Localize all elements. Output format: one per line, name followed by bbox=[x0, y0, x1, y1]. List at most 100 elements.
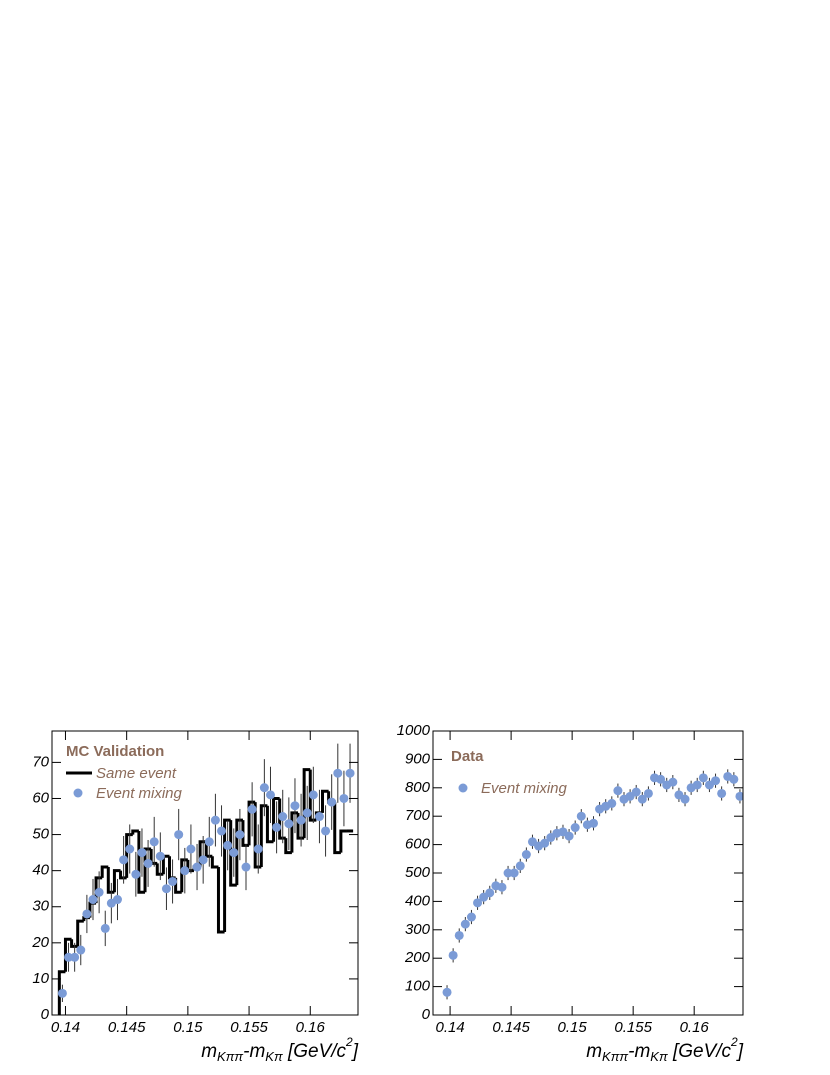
point bbox=[88, 895, 98, 905]
point bbox=[509, 868, 519, 878]
x-axis-title-part: Kπ bbox=[265, 1049, 283, 1064]
point bbox=[198, 855, 208, 865]
legend-title: MC Validation bbox=[66, 743, 164, 760]
x-tick-label: 0.16 bbox=[296, 1019, 326, 1036]
legend-label: Event mixing bbox=[96, 785, 183, 802]
y-tick-label: 300 bbox=[405, 921, 431, 938]
hist-bin bbox=[76, 919, 84, 947]
y-tick-label: 10 bbox=[32, 970, 49, 987]
point bbox=[454, 930, 464, 940]
point bbox=[278, 812, 288, 822]
y-tick-label: 60 bbox=[32, 789, 49, 806]
point bbox=[345, 768, 355, 778]
hist-bin bbox=[143, 847, 152, 893]
y-tick-label: 70 bbox=[32, 753, 49, 770]
point bbox=[296, 815, 306, 825]
point bbox=[253, 844, 263, 854]
hist-bin bbox=[247, 800, 256, 846]
point bbox=[217, 826, 227, 836]
point bbox=[137, 848, 147, 858]
point bbox=[521, 850, 531, 860]
point bbox=[155, 851, 165, 861]
hist-bin bbox=[131, 829, 139, 835]
point bbox=[564, 831, 574, 841]
point bbox=[515, 861, 525, 871]
point bbox=[321, 826, 331, 836]
y-tick-label: 1000 bbox=[397, 722, 431, 739]
legend-label: Event mixing bbox=[481, 780, 568, 797]
point bbox=[735, 791, 743, 801]
hist-bin bbox=[216, 867, 225, 934]
point bbox=[57, 988, 67, 998]
point bbox=[729, 774, 739, 784]
point bbox=[497, 882, 507, 892]
x-axis-title-part: 2 bbox=[730, 1035, 738, 1049]
x-tick-label: 0.145 bbox=[492, 1019, 530, 1036]
point bbox=[613, 786, 623, 796]
x-tick-label: 0.16 bbox=[680, 1019, 710, 1036]
hist-bin bbox=[265, 805, 274, 844]
point bbox=[119, 855, 129, 865]
point bbox=[94, 887, 104, 897]
x-axis-title-part: m bbox=[201, 1041, 217, 1062]
y-tick-label: 500 bbox=[405, 864, 431, 881]
point bbox=[131, 869, 141, 879]
hist-bin bbox=[106, 867, 115, 894]
point bbox=[668, 777, 678, 787]
point bbox=[473, 898, 483, 908]
x-axis-title: mKππ-mKπ [GeV/c2] bbox=[586, 1035, 744, 1064]
x-axis-title-part: Kππ bbox=[217, 1049, 243, 1064]
point bbox=[540, 838, 550, 848]
y-tick-label: 400 bbox=[405, 892, 431, 909]
panel: 0 100 200 300 400 500 600 700 800 900 1000 0.14 0.14… bbox=[397, 722, 744, 1064]
x-axis-title-part: Kππ bbox=[602, 1049, 628, 1064]
y-tick-label: 600 bbox=[405, 836, 431, 853]
x-axis-title-part: -m bbox=[628, 1041, 650, 1062]
point bbox=[680, 794, 690, 804]
frame bbox=[51, 730, 359, 1016]
point bbox=[631, 787, 641, 797]
hist-bin bbox=[333, 802, 341, 855]
hist-bin bbox=[57, 970, 66, 1015]
point bbox=[100, 923, 110, 933]
point bbox=[692, 780, 702, 790]
point bbox=[284, 819, 294, 829]
point bbox=[643, 788, 653, 798]
point bbox=[235, 830, 245, 840]
point bbox=[70, 952, 80, 962]
point bbox=[112, 895, 122, 905]
hist-bin bbox=[155, 863, 164, 876]
y-tick-label: 0 bbox=[41, 1006, 50, 1023]
hist-bin bbox=[210, 856, 219, 869]
point bbox=[485, 888, 495, 898]
y-tick-label: 700 bbox=[405, 807, 431, 824]
point bbox=[204, 837, 214, 847]
point bbox=[656, 774, 666, 784]
legend-marker bbox=[73, 788, 83, 798]
legend-marker bbox=[458, 783, 468, 793]
point bbox=[339, 793, 349, 803]
x-axis-title-part: 2 bbox=[345, 1035, 353, 1049]
hist-bin bbox=[321, 789, 329, 813]
point bbox=[466, 912, 476, 922]
point bbox=[174, 830, 184, 840]
y-tick-label: 50 bbox=[32, 826, 49, 843]
legend-title: Data bbox=[451, 748, 484, 765]
point bbox=[265, 790, 275, 800]
x-axis-title-part: -m bbox=[243, 1041, 265, 1062]
x-axis-title-part: ] bbox=[351, 1041, 359, 1062]
hist-bin bbox=[284, 838, 292, 855]
x-tick-label: 0.15 bbox=[558, 1019, 588, 1036]
point bbox=[180, 866, 190, 876]
y-tick-label: 900 bbox=[405, 750, 431, 767]
x-tick-label: 0.145 bbox=[108, 1019, 146, 1036]
plot-area bbox=[57, 743, 355, 1015]
y-tick-label: 200 bbox=[404, 949, 431, 966]
hist-bin bbox=[63, 937, 72, 972]
point bbox=[607, 798, 617, 808]
y-tick-label: 40 bbox=[32, 862, 49, 879]
hist-bin bbox=[241, 820, 250, 847]
point bbox=[149, 837, 159, 847]
hist-bin bbox=[70, 939, 78, 948]
